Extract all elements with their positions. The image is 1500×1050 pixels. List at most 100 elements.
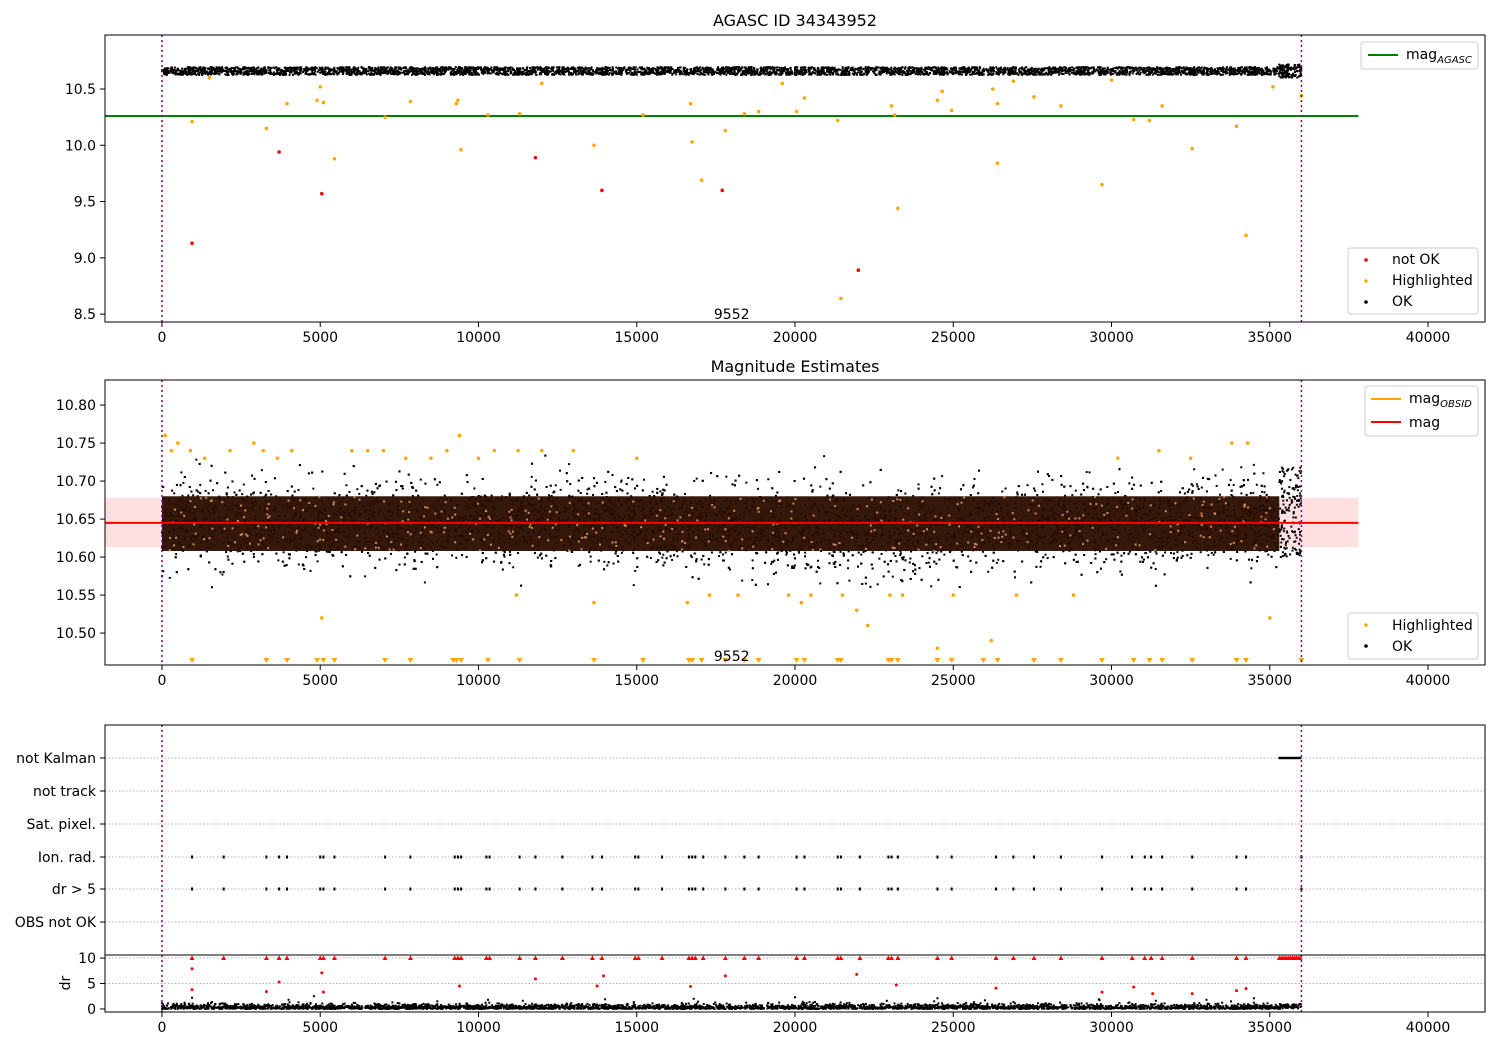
ok-point [829, 68, 832, 71]
ok-point [1177, 68, 1180, 71]
ok-point [562, 70, 565, 73]
ok-point [678, 71, 681, 74]
ok-point [779, 70, 782, 73]
ok-point [453, 68, 456, 71]
ok-point [1064, 72, 1067, 75]
ok-point [664, 68, 667, 71]
ok-point [283, 72, 286, 75]
ok-point [390, 72, 393, 75]
ok-point [1188, 73, 1191, 76]
ok-point [821, 68, 824, 71]
highlighted-point [742, 111, 747, 116]
ok-point [941, 67, 944, 70]
ok-point [292, 69, 295, 72]
ok-point [713, 70, 716, 73]
ok-point [909, 69, 912, 72]
ok-point [595, 68, 598, 71]
ok-point [799, 70, 802, 73]
ok-point [687, 72, 690, 75]
ok-point [672, 71, 675, 74]
ok-point [201, 72, 204, 75]
mag-plot-area [105, 380, 1359, 665]
ok-point [501, 73, 504, 76]
ok-point [189, 66, 192, 69]
ok-point [533, 66, 536, 69]
ok-point [559, 73, 562, 76]
ok-point [709, 66, 712, 69]
ok-point [971, 71, 974, 74]
x-tick-label: 35000 [1247, 330, 1292, 346]
ok-point [455, 71, 458, 74]
ok-point [557, 71, 560, 74]
ok-point [1015, 72, 1018, 75]
ok-point [339, 66, 342, 69]
ok-point [945, 71, 948, 74]
ok-point [721, 68, 724, 71]
ok-point [682, 66, 685, 69]
ok-point [337, 72, 340, 75]
ok-point [606, 70, 609, 73]
ok-point [384, 68, 387, 71]
ok-point [926, 66, 929, 69]
ok-point [813, 71, 816, 74]
ok-point [800, 66, 803, 69]
ok-point [608, 66, 611, 69]
ok-point [1148, 71, 1151, 74]
ok-point [832, 68, 835, 71]
ok-point [393, 73, 396, 76]
ok-point [1031, 73, 1034, 76]
ok-point [595, 72, 598, 75]
ok-point [845, 70, 848, 73]
ok-point [1067, 72, 1070, 75]
ok-point [1082, 70, 1085, 73]
ok-point [314, 68, 317, 71]
ok-point [497, 73, 500, 76]
ok-point [202, 72, 205, 75]
ok-point [186, 66, 189, 69]
ok-point [633, 67, 636, 70]
ok-point [866, 67, 869, 70]
ok-point [313, 66, 316, 69]
ok-point [786, 70, 789, 73]
ok-point [742, 70, 745, 73]
ok-point [859, 71, 862, 74]
ok-point [1121, 73, 1124, 76]
ok-point [185, 72, 188, 75]
ok-point [1018, 70, 1021, 73]
ok-point [214, 70, 217, 73]
ok-point [459, 68, 462, 71]
ok-point [510, 70, 513, 73]
ok-point [635, 73, 638, 76]
ok-point [540, 71, 543, 74]
ok-point [1086, 71, 1089, 74]
highlighted-point [285, 101, 289, 106]
ok-point [751, 69, 754, 72]
ok-point [308, 73, 311, 76]
ok-point [726, 68, 729, 71]
ok-point [715, 71, 718, 74]
ok-point [1020, 71, 1023, 74]
agasc-x-axis: 0 5000 10000 15000 20000 25000 30000 35000 40000 [158, 322, 1450, 346]
ok-point [1256, 71, 1259, 74]
ok-point [938, 73, 941, 76]
ok-point [776, 72, 779, 75]
ok-point [335, 70, 338, 73]
ok-point [798, 72, 801, 75]
ok-point [808, 70, 811, 73]
ok-point [1078, 66, 1081, 69]
ok-point [883, 68, 886, 71]
ok-point [844, 72, 847, 75]
ok-point [1217, 71, 1220, 74]
ok-point [682, 69, 685, 72]
ok-point [1021, 68, 1024, 71]
ok-point [1264, 67, 1267, 70]
ok-point [209, 73, 212, 76]
ok-point [467, 69, 470, 72]
ok-point [856, 73, 859, 76]
ok-point [568, 73, 571, 76]
ok-point [1210, 66, 1213, 69]
ok-point [733, 67, 736, 70]
ok-point [553, 73, 556, 76]
ok-point [686, 70, 689, 73]
